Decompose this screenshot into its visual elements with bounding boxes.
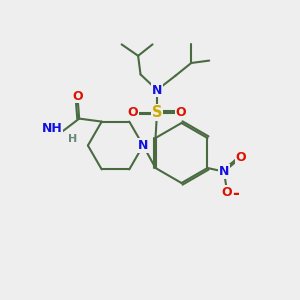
Text: O: O [176, 106, 186, 119]
Text: -: - [232, 185, 239, 203]
Text: S: S [152, 105, 162, 120]
Text: O: O [222, 186, 232, 199]
Text: N: N [152, 83, 162, 97]
Text: O: O [235, 151, 246, 164]
Text: N: N [219, 165, 229, 178]
Text: N: N [138, 139, 148, 152]
Text: O: O [128, 106, 138, 119]
Text: H: H [68, 134, 77, 144]
Text: O: O [72, 90, 83, 103]
Text: NH: NH [42, 122, 63, 135]
